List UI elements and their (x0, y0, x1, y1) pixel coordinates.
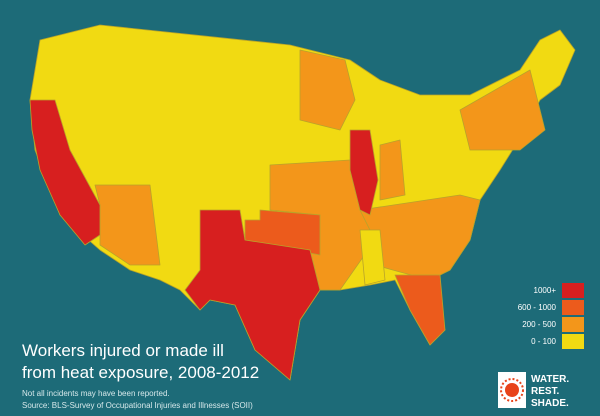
legend-label: 1000+ (534, 286, 557, 295)
region (29, 99, 101, 246)
states (29, 24, 576, 381)
region (299, 49, 356, 131)
region (394, 274, 446, 346)
legend-label: 600 - 1000 (518, 303, 557, 312)
legend-swatch (562, 334, 584, 349)
region (359, 229, 386, 286)
logo-rays (500, 378, 524, 402)
legend: 1000+ 600 - 1000 200 - 500 0 - 100 (518, 283, 584, 349)
title-line: Workers injured or made ill (22, 341, 224, 360)
source: Source: BLS-Survey of Occupational Injur… (22, 401, 253, 410)
legend-label: 0 - 100 (531, 337, 556, 346)
legend-swatch (562, 283, 584, 298)
logo-text: WATER. (531, 374, 569, 385)
title-line: from heat exposure, 2008-2012 (22, 363, 259, 382)
region (349, 129, 379, 216)
legend-label: 200 - 500 (522, 320, 556, 329)
legend-swatch (562, 300, 584, 315)
region (459, 69, 546, 151)
region (184, 209, 321, 381)
region (379, 139, 406, 201)
legend-swatch (562, 317, 584, 332)
logo: WATER. REST. SHADE. (498, 372, 569, 409)
logo-text: REST. (531, 386, 560, 397)
logo-sun (505, 383, 519, 397)
note: Not all incidents may have been reported… (22, 389, 170, 398)
logo-text: SHADE. (531, 398, 569, 409)
